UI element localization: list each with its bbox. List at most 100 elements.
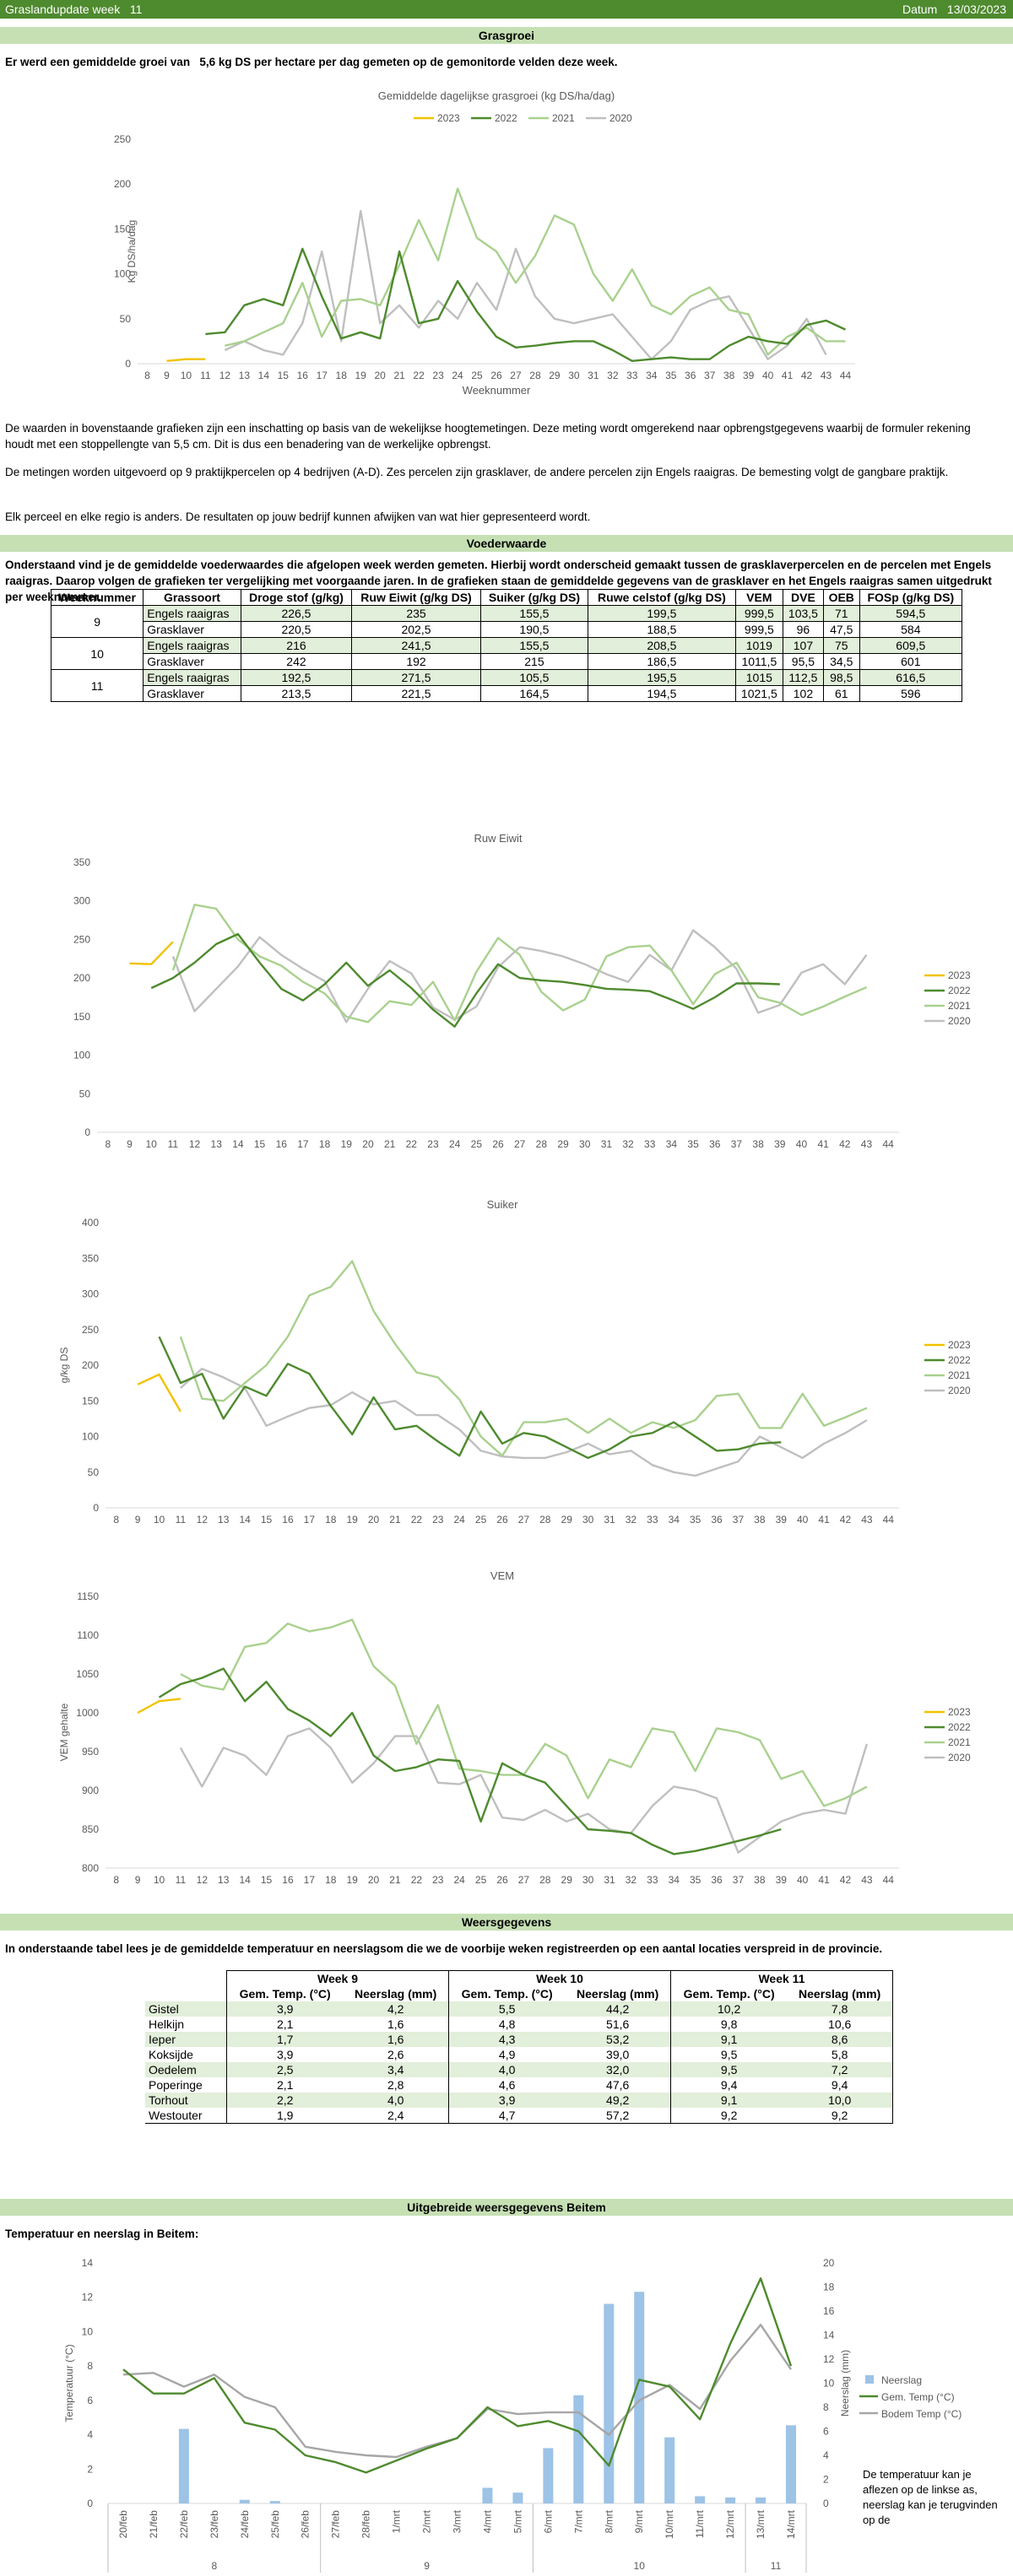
x-tick-label: 17 xyxy=(317,370,328,381)
x-tick-label: 16 xyxy=(297,370,309,381)
x-tick-label: 18 xyxy=(336,370,348,381)
grasgroei-intro-value: 5,6 kg DS per hectare per dag gemeten op… xyxy=(199,56,618,68)
series-line-2023 xyxy=(137,1698,181,1715)
y-tick-label: 0 xyxy=(125,358,131,370)
weer-value-cell: 9,2 xyxy=(787,2108,894,2124)
voederwaarde-header-cell: Weeknummer xyxy=(50,589,144,606)
voederwaarde-value-cell: 999,5 xyxy=(734,605,784,622)
x-tick-label: 38 xyxy=(723,370,735,381)
weer-value-cell: 4,6 xyxy=(447,2077,566,2093)
x-category-label: 24/feb xyxy=(239,2510,251,2539)
x-tick-label: 33 xyxy=(644,1138,656,1150)
precip-bar xyxy=(512,2492,523,2503)
x-category-label: 23/feb xyxy=(209,2510,220,2539)
x-tick-label: 26 xyxy=(492,1138,504,1150)
voederwaarde-value-cell: 596 xyxy=(859,685,963,702)
x-tick-label: 14 xyxy=(232,1138,244,1150)
y-tick-label: 8 xyxy=(87,2360,93,2372)
x-tick-label: 12 xyxy=(219,370,231,381)
x-tick-label: 30 xyxy=(582,1514,594,1526)
y-tick-label: 200 xyxy=(114,178,131,190)
x-tick-label: 38 xyxy=(752,1138,764,1150)
x-tick-label: 33 xyxy=(647,1514,658,1526)
x-category-label: 5/mrt xyxy=(512,2509,523,2533)
voederwaarde-header-cell: Ruw Eiwit (g/kg DS) xyxy=(351,589,481,606)
weer-sub-header: Neerslag (mm) xyxy=(565,1986,671,2001)
x-category-label: 6/mrt xyxy=(542,2509,554,2533)
voederwaarde-value-cell: 1015 xyxy=(734,669,784,686)
legend-label: Gem. Temp (°C) xyxy=(881,2391,955,2403)
weer-value-cell: 2,1 xyxy=(226,2077,344,2093)
y-axis-label: g/kg DS xyxy=(58,1347,70,1384)
x-tick-label: 18 xyxy=(319,1138,331,1150)
x-tick-label: 42 xyxy=(839,1138,851,1150)
x-tick-label: 42 xyxy=(801,370,813,381)
voederwaarde-row: Grasklaver 220,5 202,5 190,5 188,5 999,5 96 47,… xyxy=(51,621,963,638)
x-tick-label: 17 xyxy=(297,1138,309,1150)
x-tick-label: 12 xyxy=(189,1138,201,1150)
weer-row: Poperinge 2,1 2,8 4,6 47,6 9,4 9,4 xyxy=(145,2077,894,2093)
x-tick-label: 31 xyxy=(604,1514,615,1526)
weer-value-cell: 9,5 xyxy=(669,2062,788,2077)
x-tick-label: 34 xyxy=(646,370,658,381)
voederwaarde-value-cell: 96 xyxy=(783,621,824,638)
weer-row: Oedelem 2,5 3,4 4,0 32,0 9,5 7,2 xyxy=(145,2062,894,2077)
chart-title: VEM xyxy=(490,1569,514,1582)
x-tick-label: 28 xyxy=(539,1514,551,1526)
x-tick-label: 11 xyxy=(168,1138,179,1150)
weer-value-cell: 9,4 xyxy=(669,2077,788,2093)
week-group-label: 11 xyxy=(771,2560,782,2572)
weer-value-cell: 10,0 xyxy=(787,2093,894,2108)
precip-bar xyxy=(664,2437,675,2503)
legend-label: 2021 xyxy=(948,1000,971,1012)
voederwaarde-value-cell: 1011,5 xyxy=(734,653,784,670)
weer-week-9: Week 9 xyxy=(226,1970,449,1986)
weer-value-cell: 49,2 xyxy=(565,2093,671,2108)
weer-value-cell: 3,9 xyxy=(226,2001,344,2017)
x-tick-label: 36 xyxy=(709,1138,721,1150)
y-tick-label: 800 xyxy=(82,1862,99,1874)
x-tick-label: 9 xyxy=(164,370,170,381)
x-tick-label: 13 xyxy=(211,1138,223,1150)
voederwaarde-row: Grasklaver 242 192 215 186,5 1011,5 95,5 34,5 60… xyxy=(51,653,963,670)
x-tick-label: 40 xyxy=(797,1514,809,1526)
voederwaarde-header-cell: FOSp (g/kg DS) xyxy=(859,589,963,606)
x-tick-label: 24 xyxy=(454,1874,466,1886)
x-tick-label: 24 xyxy=(452,370,463,381)
series-line-2023 xyxy=(129,941,174,965)
section-grasgroei: Grasgroei xyxy=(0,27,1013,44)
x-tick-label: 38 xyxy=(754,1514,766,1526)
weer-corner xyxy=(145,1971,227,1987)
y-tick-label: 10 xyxy=(82,2325,94,2337)
series-line-2020 xyxy=(179,1727,869,1854)
x-tick-label: 19 xyxy=(341,1138,353,1150)
x-category-label: 2/mrt xyxy=(421,2509,433,2533)
voederwaarde-header-cell: Suiker (g/kg DS) xyxy=(479,589,589,606)
x-tick-label: 13 xyxy=(218,1874,230,1886)
voederwaarde-value-cell: 186,5 xyxy=(588,653,736,670)
x-tick-label: 37 xyxy=(733,1514,745,1526)
x-tick-label: 31 xyxy=(588,370,599,381)
precip-bar xyxy=(634,2292,645,2503)
x-category-label: 25/feb xyxy=(269,2510,281,2539)
voederwaarde-week-cell: 10 xyxy=(50,637,144,670)
grasgroei-para1: De waarden in bovenstaande grafieken zij… xyxy=(5,422,971,451)
weer-intro: In onderstaande tabel lees je de gemidde… xyxy=(5,1942,883,1955)
legend-label: 2020 xyxy=(609,112,632,124)
legend-label: 2020 xyxy=(948,1015,971,1027)
x-tick-label: 28 xyxy=(529,370,541,381)
x-tick-label: 15 xyxy=(261,1874,273,1886)
y-tick-label: 100 xyxy=(82,1431,99,1443)
precip-bar xyxy=(482,2487,493,2503)
voederwaarde-header-cell: Droge stof (g/kg) xyxy=(240,589,353,606)
x-tick-label: 40 xyxy=(796,1138,808,1150)
x-category-label: 10/mrt xyxy=(664,2509,675,2539)
voederwaarde-grassoort-cell: Engels raaigras xyxy=(143,637,241,654)
legend-swatch xyxy=(865,2375,874,2384)
weer-value-cell: 5,8 xyxy=(787,2047,894,2062)
x-tick-label: 16 xyxy=(282,1874,294,1886)
y-tick-label: 4 xyxy=(87,2429,93,2441)
x-tick-label: 15 xyxy=(278,370,290,381)
x-tick-label: 35 xyxy=(690,1874,702,1886)
x-tick-label: 35 xyxy=(687,1138,699,1150)
